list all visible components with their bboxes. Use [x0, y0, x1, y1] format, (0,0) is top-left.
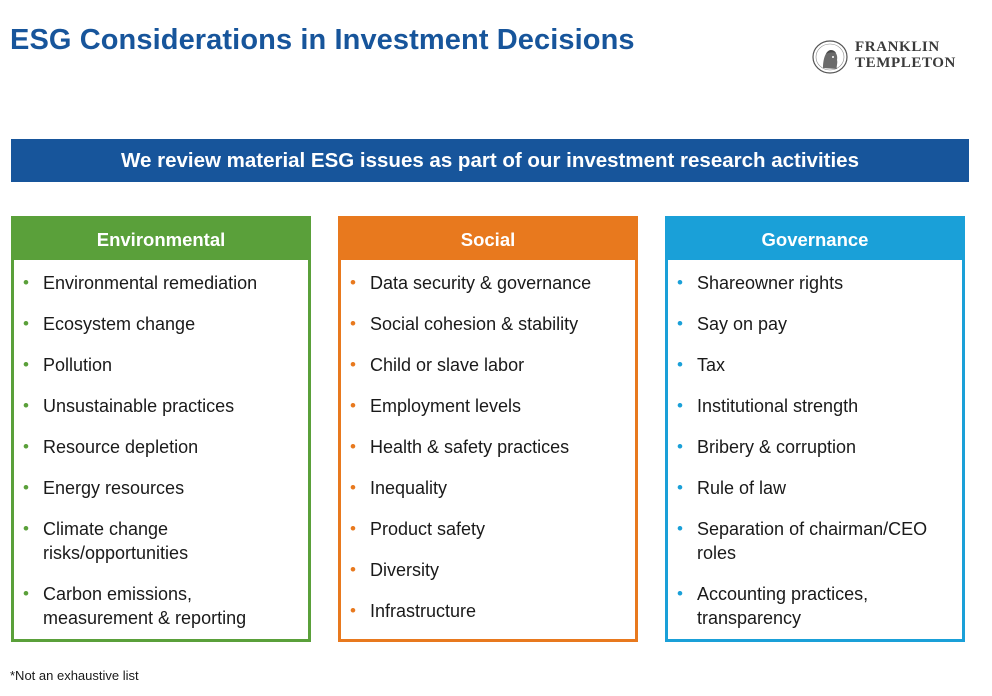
- list-item: Environmental remediation: [23, 271, 300, 295]
- franklin-templeton-logo: FRANKLIN TEMPLETON: [812, 38, 970, 76]
- environmental-column: Environmental Environmental remediation …: [11, 216, 311, 642]
- list-item: Diversity: [350, 558, 627, 582]
- governance-header: Governance: [668, 219, 962, 260]
- list-item: Ecosystem change: [23, 312, 300, 336]
- list-item: Tax: [677, 353, 954, 377]
- list-item: Bribery & corruption: [677, 435, 954, 459]
- environmental-list: Environmental remediation Ecosystem chan…: [14, 260, 308, 630]
- list-item: Carbon emissions, measurement & reportin…: [23, 582, 300, 630]
- list-item: Separation of chairman/CEO roles: [677, 517, 954, 565]
- list-item: Institutional strength: [677, 394, 954, 418]
- footnote: *Not an exhaustive list: [10, 668, 139, 683]
- social-list: Data security & governance Social cohesi…: [341, 260, 635, 623]
- page-title: ESG Considerations in Investment Decisio…: [10, 24, 635, 56]
- environmental-header: Environmental: [14, 219, 308, 260]
- list-item: Inequality: [350, 476, 627, 500]
- logo-line-templeton: TEMPLETON: [855, 55, 956, 71]
- list-item: Rule of law: [677, 476, 954, 500]
- list-item: Social cohesion & stability: [350, 312, 627, 336]
- list-item: Employment levels: [350, 394, 627, 418]
- list-item: Say on pay: [677, 312, 954, 336]
- logo-line-franklin: FRANKLIN: [855, 39, 940, 55]
- social-header: Social: [341, 219, 635, 260]
- list-item: Accounting practices, transparency: [677, 582, 954, 630]
- list-item: Pollution: [23, 353, 300, 377]
- franklin-portrait-medallion-icon: [812, 40, 848, 74]
- list-item: Child or slave labor: [350, 353, 627, 377]
- list-item: Energy resources: [23, 476, 300, 500]
- list-item: Shareowner rights: [677, 271, 954, 295]
- list-item: Climate change risks/opportunities: [23, 517, 300, 565]
- governance-list: Shareowner rights Say on pay Tax Institu…: [668, 260, 962, 630]
- list-item: Infrastructure: [350, 599, 627, 623]
- banner: We review material ESG issues as part of…: [11, 139, 969, 182]
- logo-wordmark: FRANKLIN TEMPLETON: [855, 39, 956, 71]
- list-item: Data security & governance: [350, 271, 627, 295]
- list-item: Resource depletion: [23, 435, 300, 459]
- list-item: Unsustainable practices: [23, 394, 300, 418]
- social-column: Social Data security & governance Social…: [338, 216, 638, 642]
- governance-column: Governance Shareowner rights Say on pay …: [665, 216, 965, 642]
- list-item: Health & safety practices: [350, 435, 627, 459]
- list-item: Product safety: [350, 517, 627, 541]
